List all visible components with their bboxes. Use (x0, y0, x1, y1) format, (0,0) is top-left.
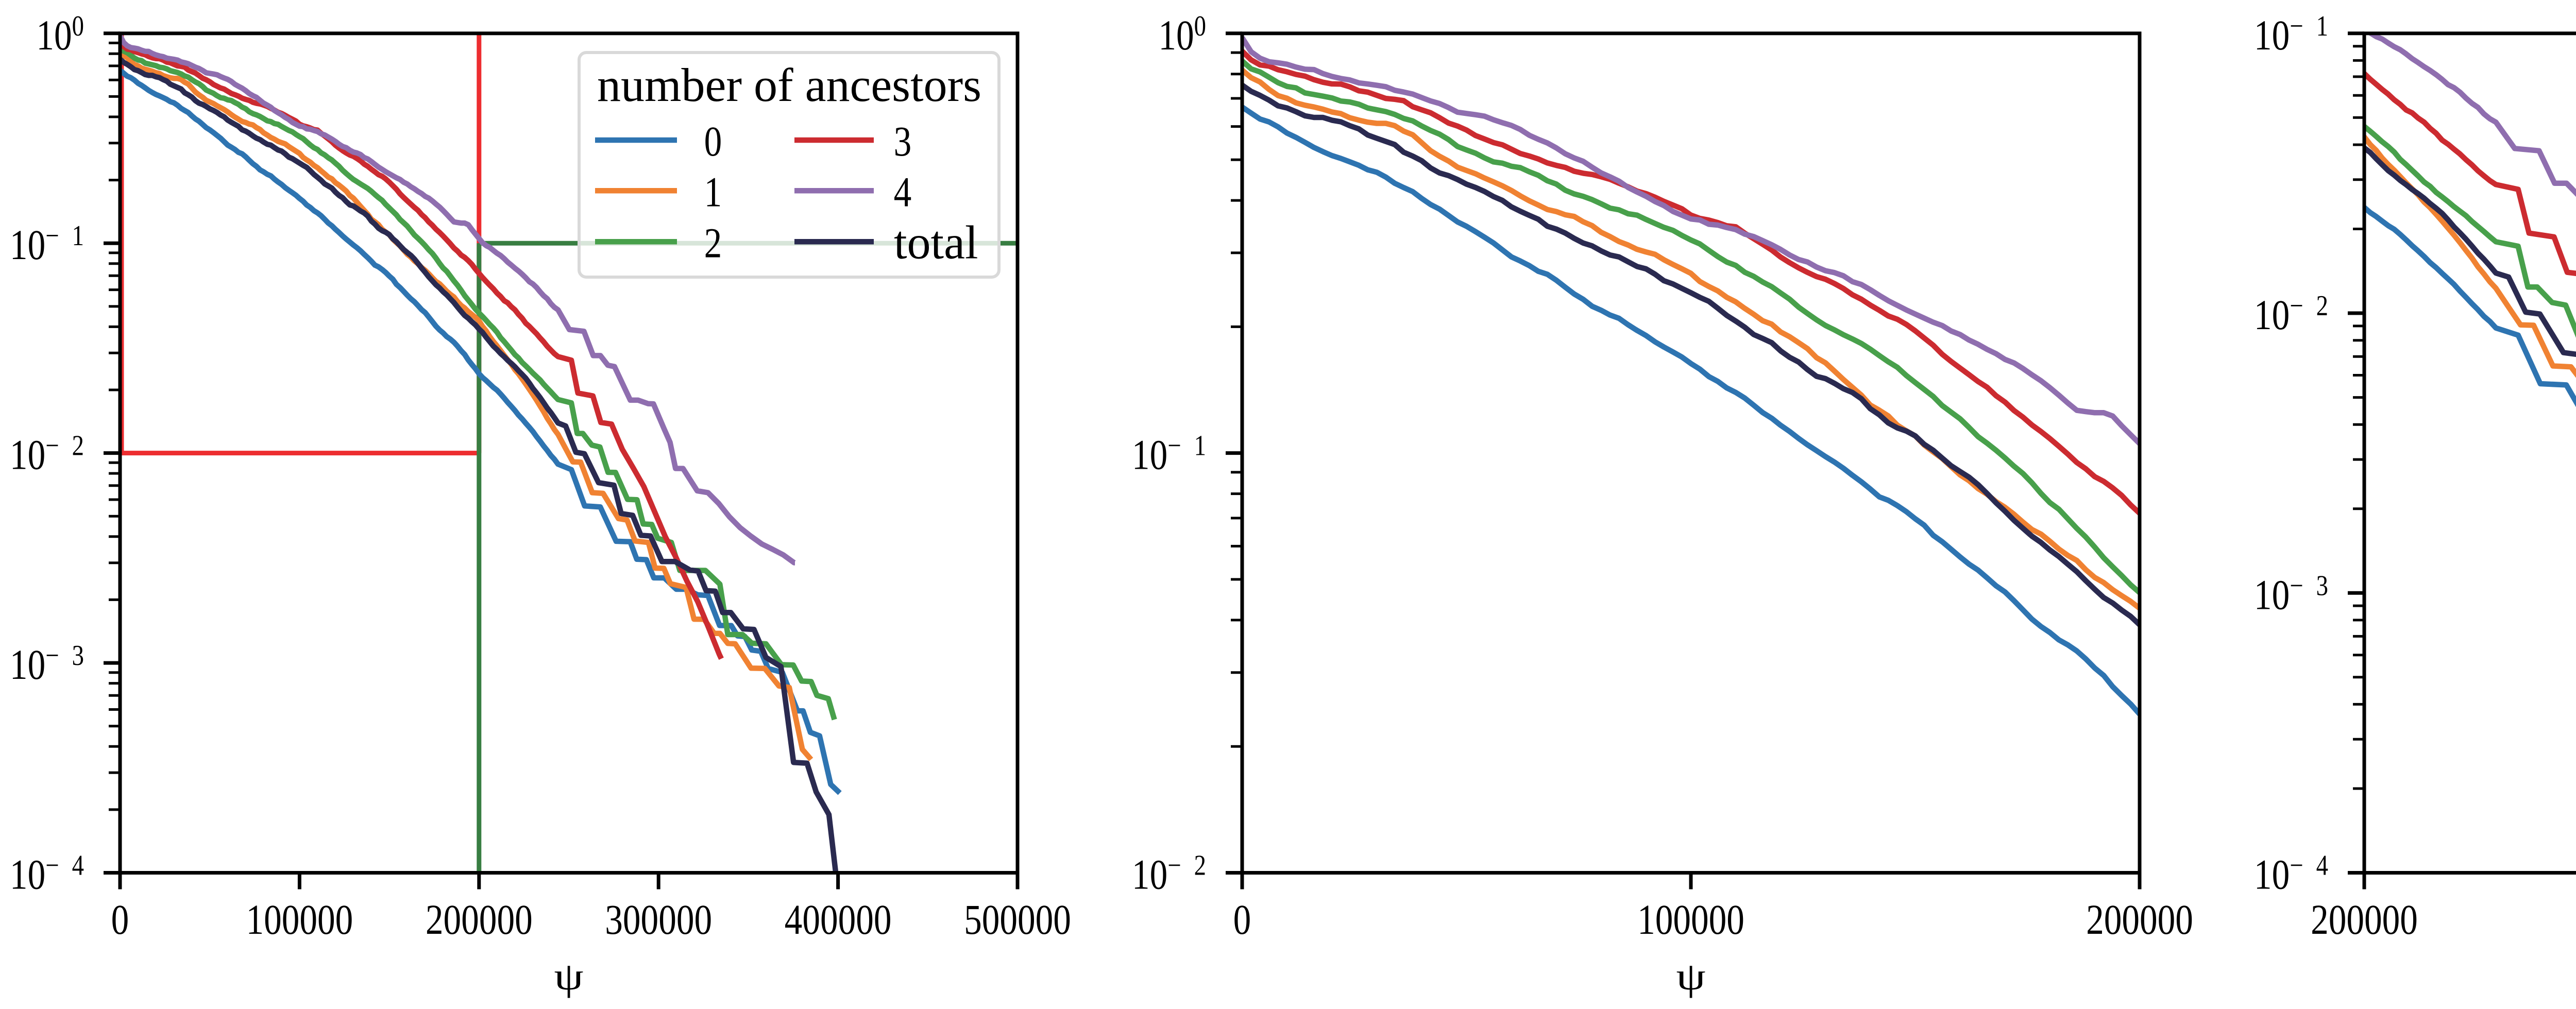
svg-text:300000: 300000 (605, 896, 712, 943)
svg-text:0: 0 (1233, 896, 1251, 943)
svg-text:100000: 100000 (1637, 896, 1744, 943)
svg-text:200000: 200000 (2311, 896, 2418, 943)
svg-text:number of ancestors: number of ancestors (597, 59, 981, 111)
svg-text:500000: 500000 (964, 896, 1071, 943)
svg-text:100: 100 (36, 10, 84, 59)
svg-text:ψ: ψ (554, 955, 583, 998)
svg-text:total: total (894, 216, 978, 268)
svg-text:0: 0 (111, 896, 129, 943)
svg-text:2: 2 (704, 219, 722, 266)
svg-text:ψ: ψ (1676, 955, 1705, 998)
svg-text:1: 1 (704, 168, 722, 215)
svg-text:400000: 400000 (785, 896, 892, 943)
svg-text:200000: 200000 (426, 896, 533, 943)
svg-text:4: 4 (894, 168, 912, 215)
svg-text:100000: 100000 (246, 896, 353, 943)
svg-text:0: 0 (704, 117, 722, 165)
svg-text:200000: 200000 (2086, 896, 2193, 943)
svg-text:3: 3 (894, 117, 912, 165)
